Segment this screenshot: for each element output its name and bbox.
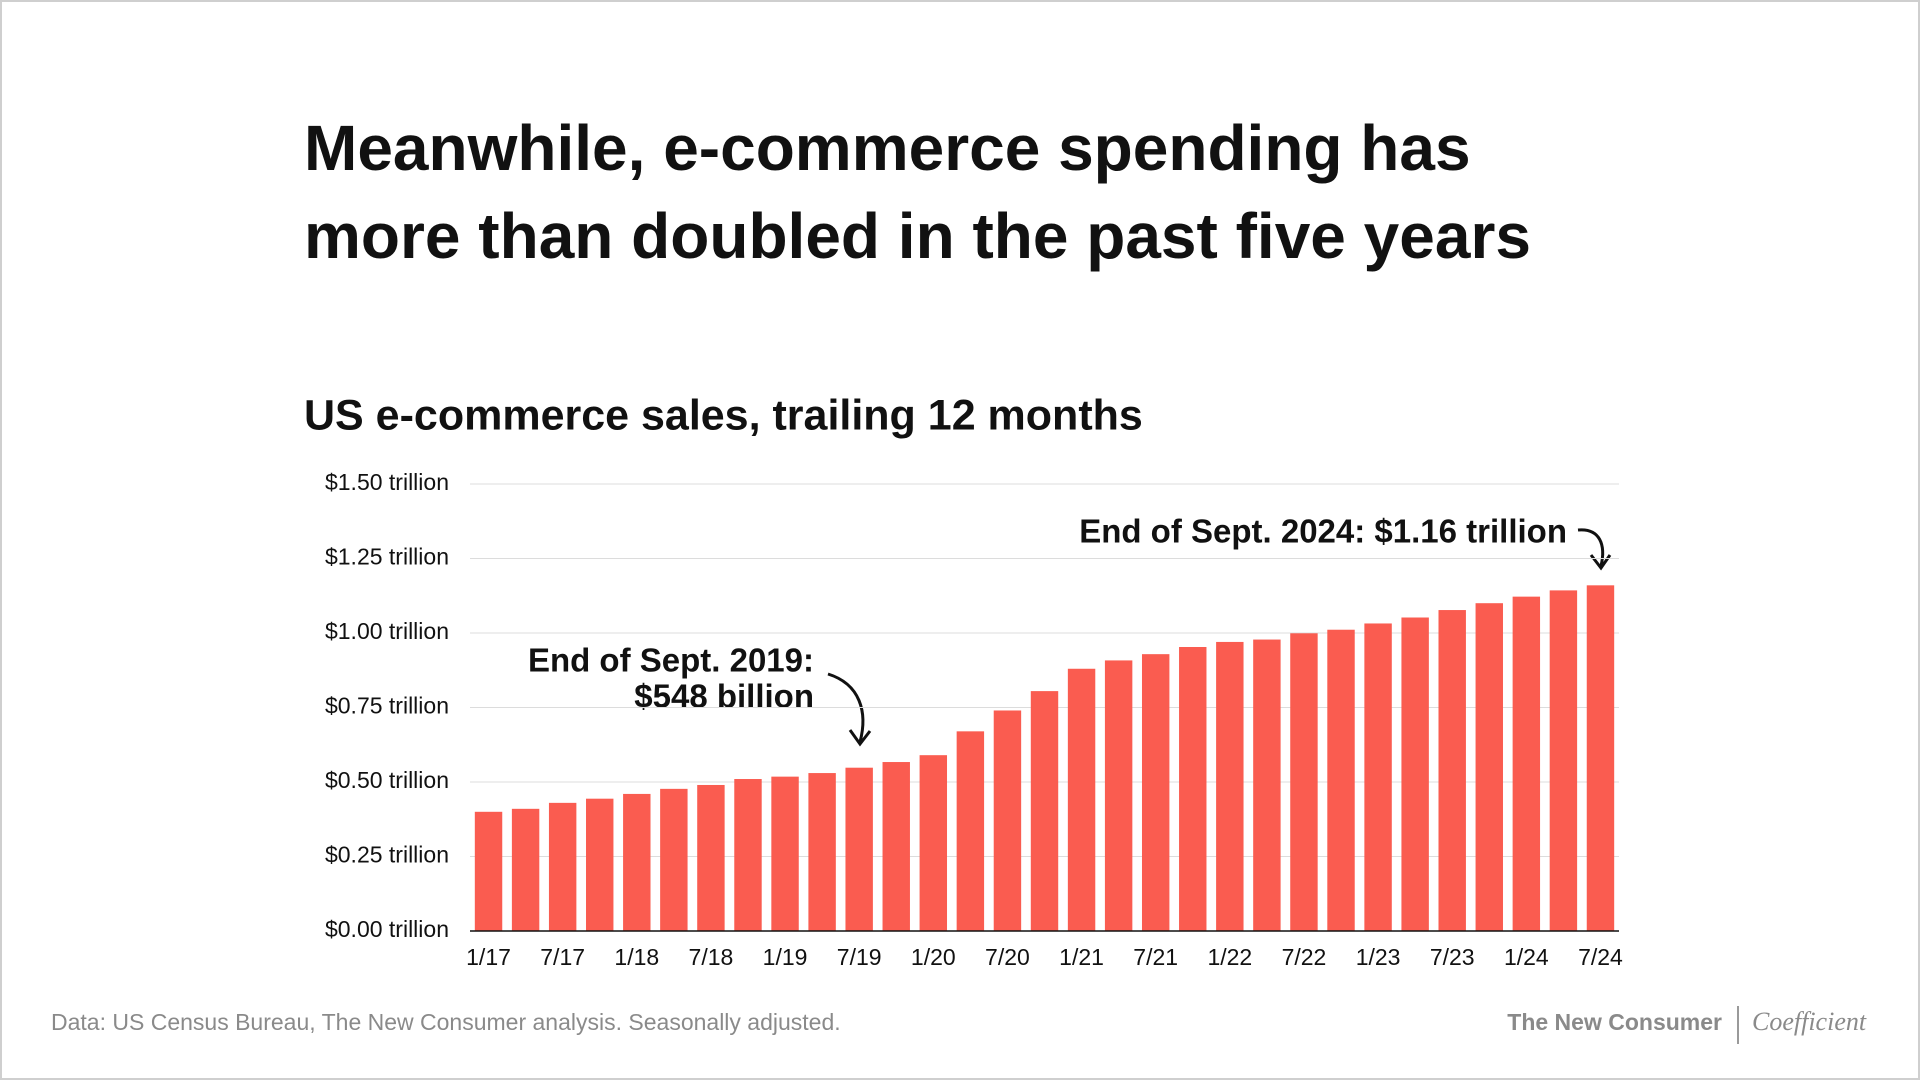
bar (1586, 585, 1615, 931)
x-tick-label: 7/18 (689, 944, 734, 970)
bar (1401, 617, 1429, 931)
bar (771, 776, 799, 931)
brand: Coefficient (1752, 1007, 1867, 1036)
bar (1179, 647, 1207, 931)
x-tick-label: 7/22 (1282, 944, 1327, 970)
y-tick-label: $0.25 trillion (325, 842, 449, 868)
bar (993, 710, 1022, 931)
chart-title: Meanwhile, e-commerce spending has (304, 112, 1471, 184)
annotation-arrow (1577, 528, 1612, 571)
y-tick-label: $1.50 trillion (325, 469, 449, 495)
bar (1067, 668, 1096, 931)
y-tick-label: $0.75 trillion (325, 693, 449, 719)
bar (697, 784, 725, 931)
bar (1438, 610, 1466, 931)
bar (1512, 596, 1541, 931)
bar (623, 793, 651, 931)
y-tick-label: $1.25 trillion (325, 544, 449, 570)
bar (548, 802, 577, 931)
x-tick-label: 7/21 (1133, 944, 1178, 970)
bar (1327, 629, 1355, 931)
x-tick-label: 7/23 (1430, 944, 1475, 970)
annotation-arrow (827, 672, 872, 747)
x-tick-label: 1/17 (466, 944, 511, 970)
bar (882, 762, 910, 931)
bar (1253, 639, 1281, 931)
bar (734, 779, 762, 931)
x-tick-label: 7/19 (837, 944, 882, 970)
x-tick-label: 1/20 (911, 944, 956, 970)
bar (1290, 633, 1318, 931)
x-tick-label: 7/17 (540, 944, 585, 970)
y-tick-label: $1.00 trillion (325, 618, 449, 644)
annotation: $548 billion (634, 678, 814, 715)
annotation: End of Sept. 2024: $1.16 trillion (1079, 513, 1567, 550)
chart-title: more than doubled in the past five years (304, 200, 1531, 272)
x-tick-label: 1/21 (1059, 944, 1104, 970)
bar (919, 755, 948, 931)
bar (474, 811, 503, 931)
bar (845, 767, 873, 931)
bar (586, 798, 614, 931)
brand: The New Consumer (1507, 1009, 1722, 1035)
x-tick-label: 1/24 (1504, 944, 1549, 970)
bar (1475, 603, 1503, 931)
x-tick-label: 1/23 (1356, 944, 1401, 970)
x-tick-label: 7/20 (985, 944, 1030, 970)
chart-subtitle: US e-commerce sales, trailing 12 months (304, 391, 1143, 439)
bar (808, 773, 836, 931)
bar (1364, 623, 1392, 931)
bar (1141, 654, 1170, 931)
source-note: Data: US Census Bureau, The New Consumer… (51, 1009, 841, 1035)
bar (1549, 590, 1578, 931)
bar (511, 808, 540, 931)
x-tick-label: 1/18 (614, 944, 659, 970)
bar (1216, 641, 1244, 931)
x-tick-label: 1/22 (1207, 944, 1252, 970)
bar (660, 788, 688, 931)
y-tick-label: $0.50 trillion (325, 767, 449, 793)
y-tick-label: $0.00 trillion (325, 916, 449, 942)
annotation: End of Sept. 2019: (528, 642, 814, 679)
x-tick-label: 7/24 (1578, 944, 1623, 970)
bar (956, 731, 985, 931)
x-tick-label: 1/19 (763, 944, 808, 970)
bar (1030, 691, 1059, 931)
bar (1104, 660, 1133, 931)
